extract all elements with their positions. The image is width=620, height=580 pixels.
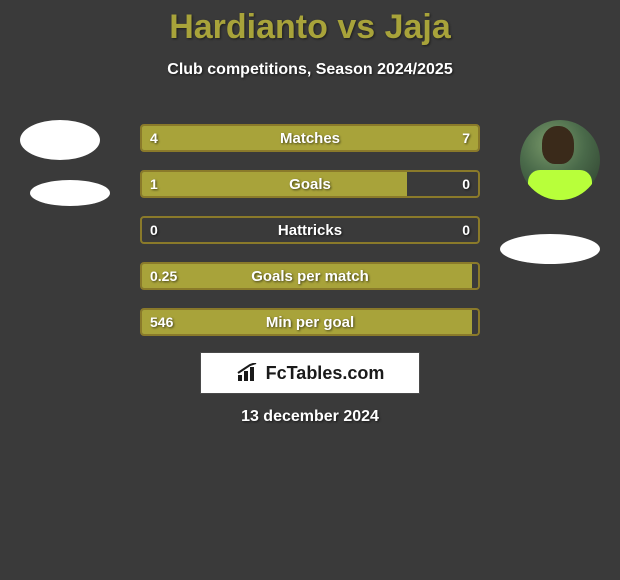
player-right-name-pill	[500, 234, 600, 264]
page-title: Hardianto vs Jaja	[0, 0, 620, 47]
bar-fill-left	[142, 126, 264, 150]
comparison-bars: 47Matches10Goals00Hattricks0.25Goals per…	[140, 124, 480, 354]
bar-track	[140, 216, 480, 244]
bar-fill-right	[260, 126, 478, 150]
bar-value-left: 0	[150, 216, 158, 244]
bar-fill-left	[142, 310, 472, 334]
bar-value-left: 4	[150, 124, 158, 152]
bar-row: 47Matches	[140, 124, 480, 152]
player-right-avatar	[520, 120, 600, 200]
fctables-logo: FcTables.com	[200, 352, 420, 394]
bar-value-left: 546	[150, 308, 173, 336]
bar-row: 00Hattricks	[140, 216, 480, 244]
player-left-name-pill	[30, 180, 110, 206]
bar-fill-left	[142, 172, 407, 196]
bar-row: 546Min per goal	[140, 308, 480, 336]
bar-value-right: 0	[462, 216, 470, 244]
bar-fill-left	[142, 264, 472, 288]
player-left-avatar	[20, 120, 100, 160]
subtitle: Club competitions, Season 2024/2025	[0, 61, 620, 79]
bar-row: 0.25Goals per match	[140, 262, 480, 290]
bar-value-left: 1	[150, 170, 158, 198]
logo-text: FcTables.com	[266, 363, 385, 384]
chart-icon	[236, 363, 260, 383]
bar-value-right: 0	[462, 170, 470, 198]
bar-value-left: 0.25	[150, 262, 177, 290]
generation-date: 13 december 2024	[0, 408, 620, 426]
bar-row: 10Goals	[140, 170, 480, 198]
bar-value-right: 7	[462, 124, 470, 152]
